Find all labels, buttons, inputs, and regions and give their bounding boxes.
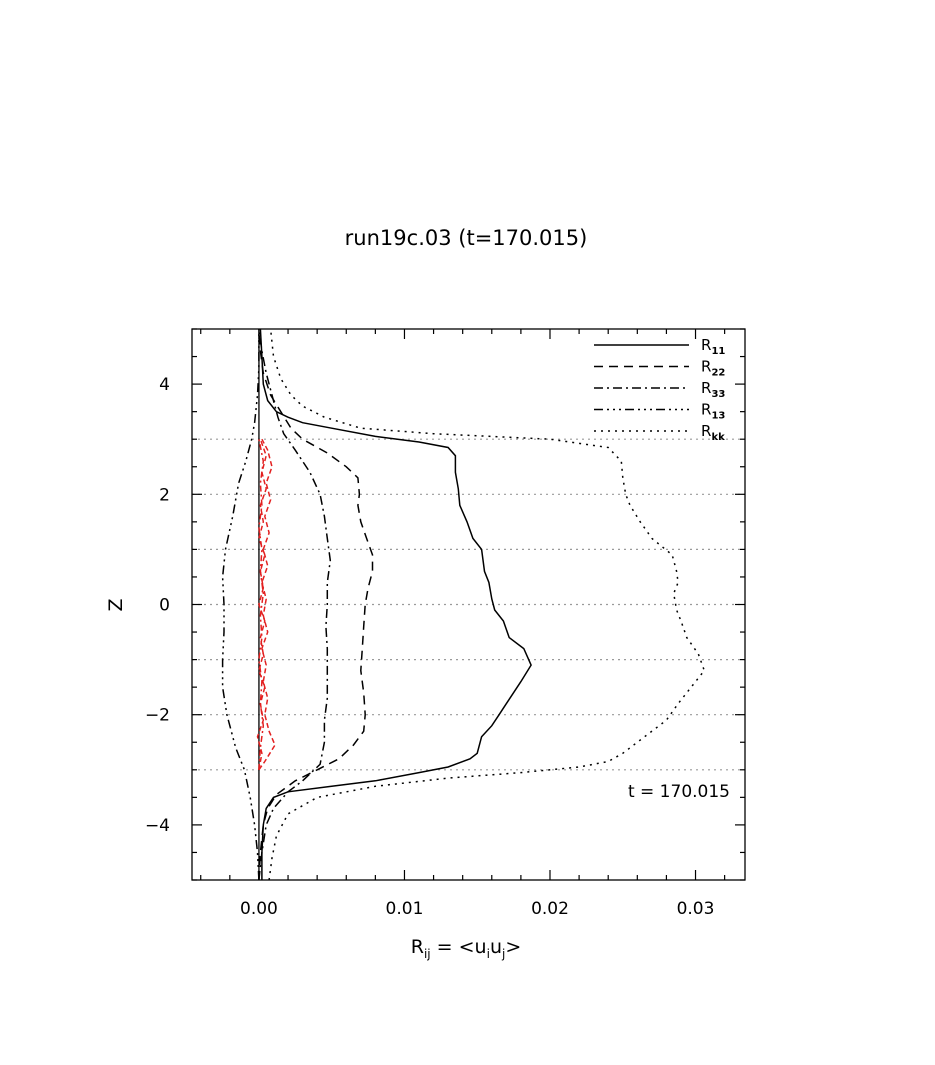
- grid-lines: [192, 329, 745, 880]
- legend-label: R13: [701, 401, 725, 422]
- y-axis-label: Z: [105, 598, 127, 611]
- y-tick-label: 2: [159, 485, 170, 505]
- x-label-rest: = <u: [431, 936, 487, 958]
- x-label-mid: u: [490, 936, 502, 958]
- x-tick-label: 0.03: [677, 899, 715, 919]
- x-tick-label: 0.01: [386, 899, 424, 919]
- series-line-r22: [258, 328, 374, 881]
- y-tick-label: 0: [159, 596, 170, 616]
- x-tick-label: 0.00: [240, 899, 278, 919]
- y-tick-label: 4: [159, 375, 170, 395]
- series-line-red-6: [256, 438, 267, 770]
- legend-label: R11: [701, 336, 725, 357]
- x-label-u1-sub: i: [487, 947, 490, 961]
- series-line-r11: [259, 328, 532, 880]
- chart-title: run19c.03 (t=170.015): [345, 226, 588, 250]
- axis-ticks: 0.00 0.01 0.02 0.03 −4 −2 0 2 4: [145, 328, 745, 919]
- x-label-sub: ij: [424, 947, 431, 961]
- legend-label: Rkk: [701, 422, 725, 443]
- series-line-r33: [258, 328, 332, 881]
- x-axis-label: Rij = <uiuj>: [411, 936, 522, 961]
- series-line-red-5: [258, 438, 276, 771]
- x-label-end: >: [505, 936, 521, 958]
- y-tick-label: −2: [145, 706, 170, 726]
- legend-label: R33: [701, 379, 725, 400]
- data-series: [221, 328, 706, 881]
- time-annotation: t = 170.015: [628, 782, 730, 802]
- legend-label: R22: [701, 358, 725, 379]
- x-label-u2-sub: j: [501, 947, 505, 961]
- series-line-r13: [221, 329, 260, 881]
- x-label-main: R: [411, 936, 424, 958]
- x-tick-label: 0.02: [531, 899, 569, 919]
- y-tick-label: −4: [145, 816, 170, 836]
